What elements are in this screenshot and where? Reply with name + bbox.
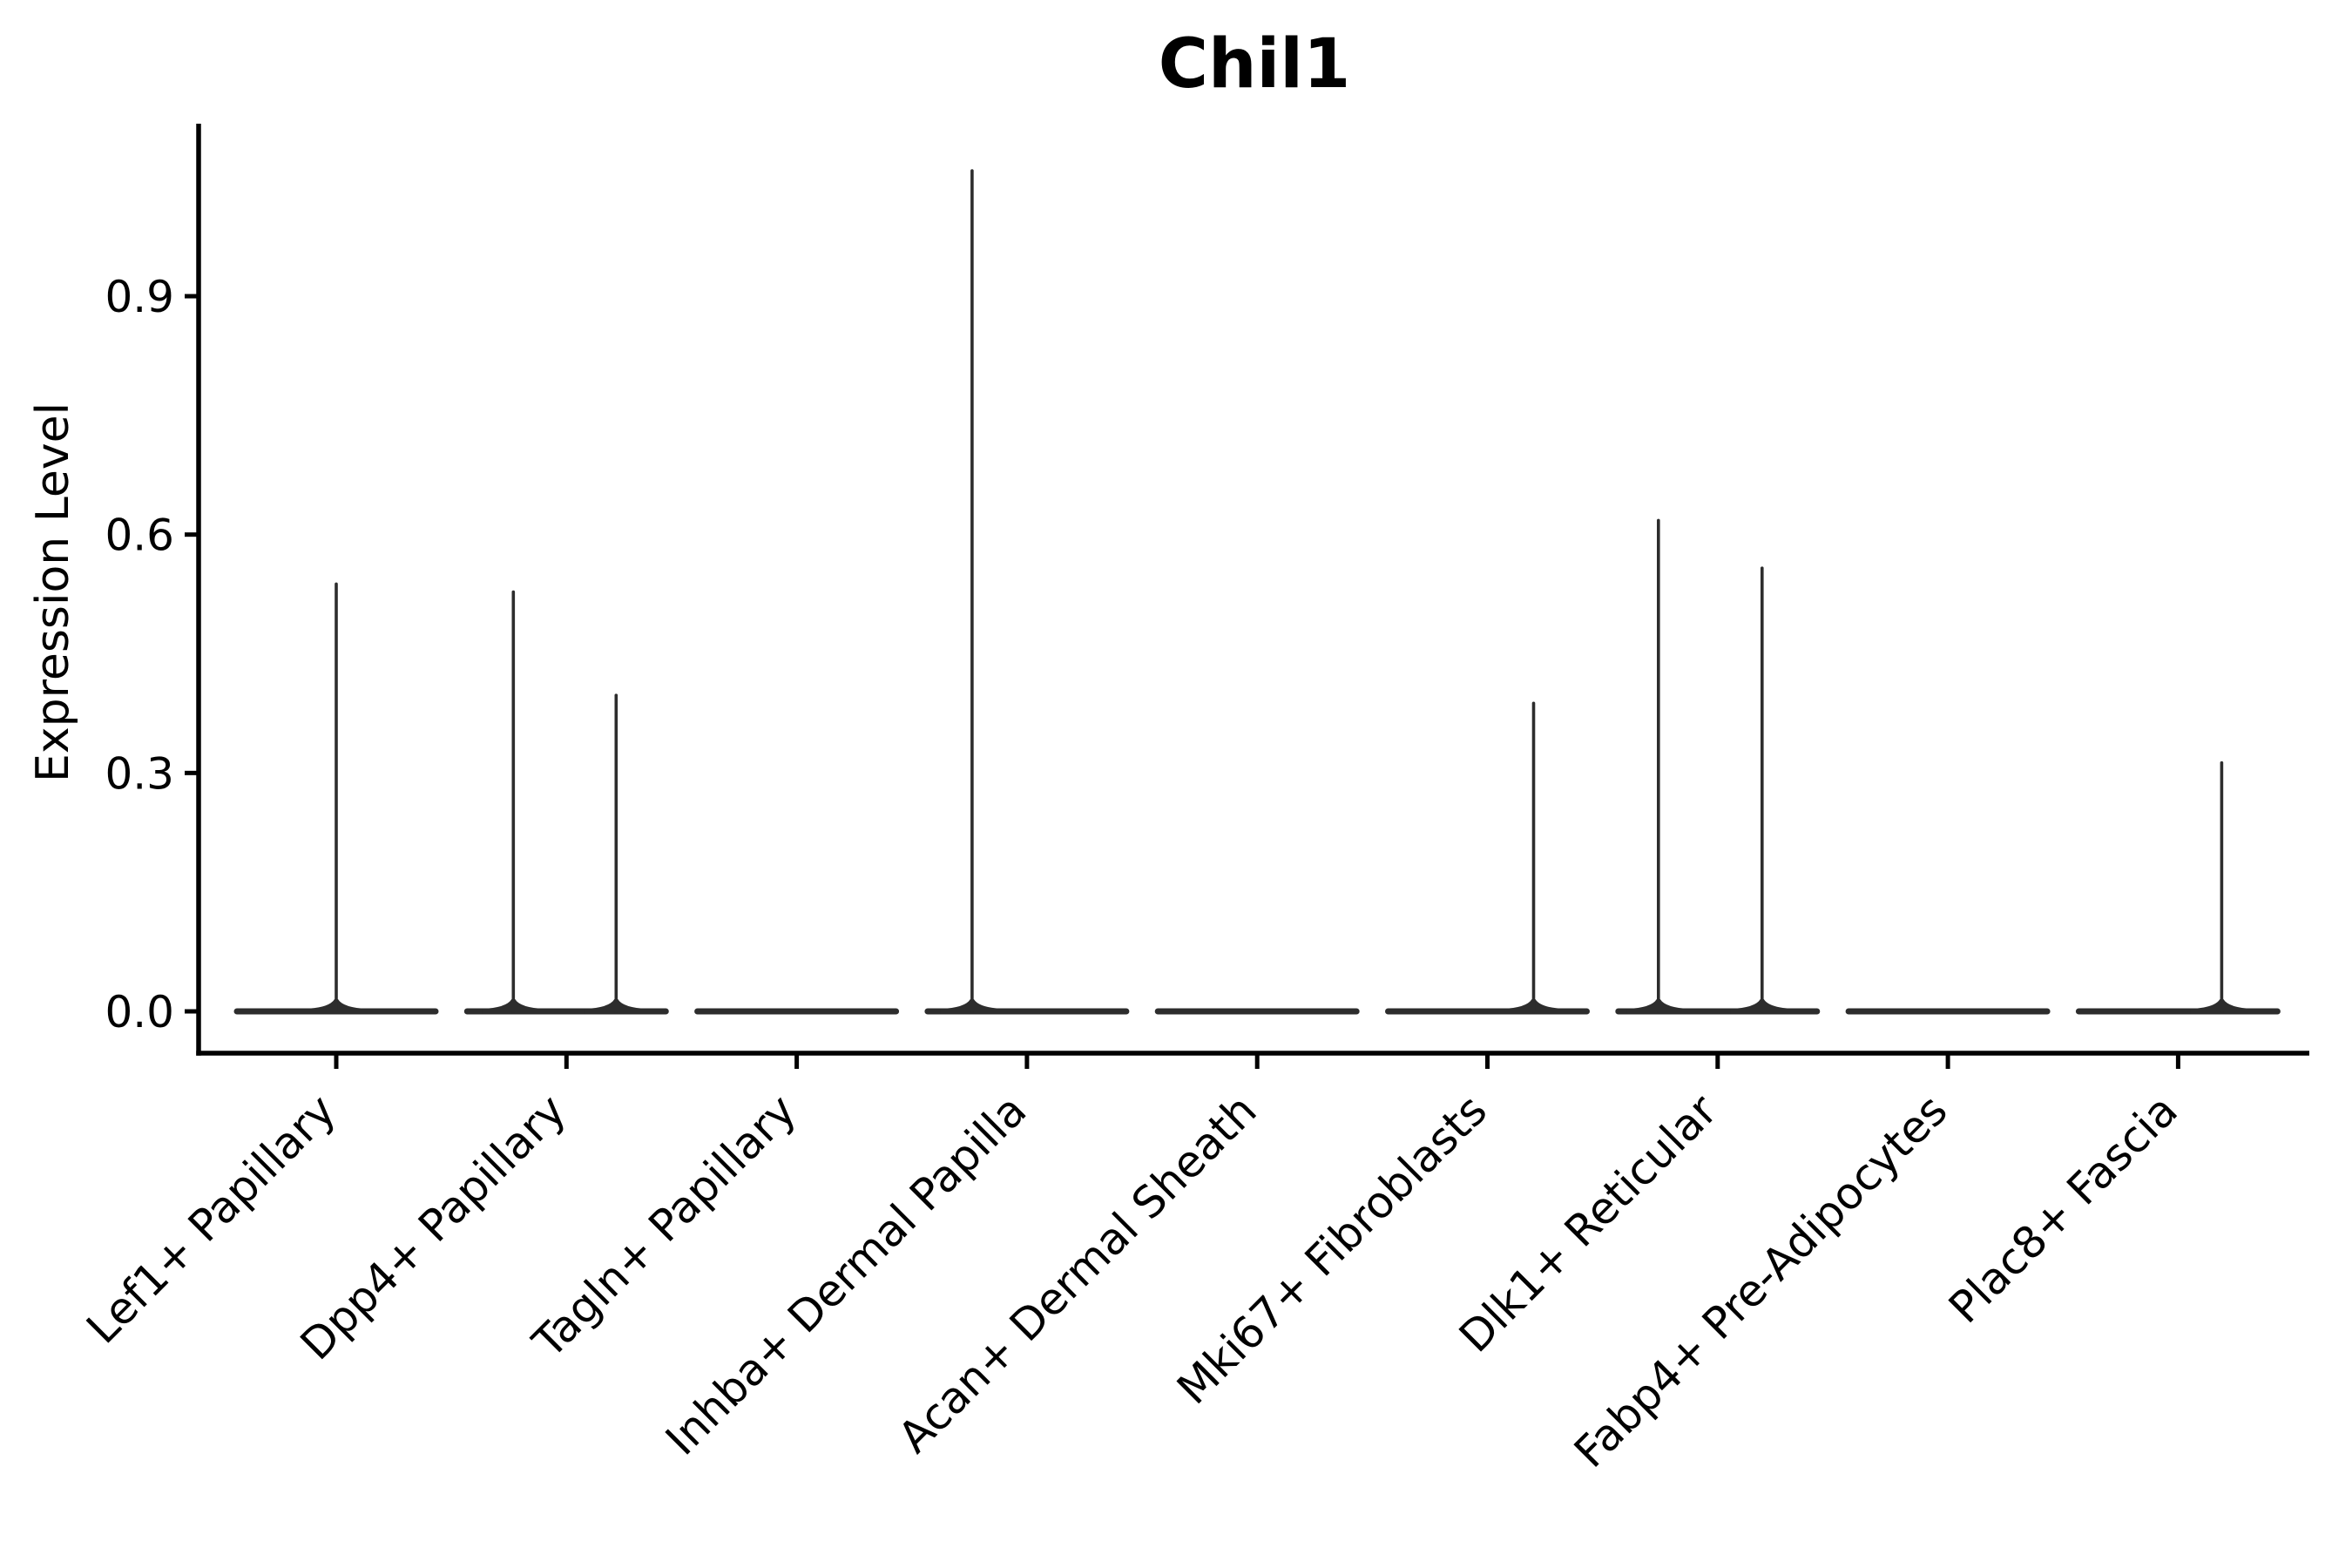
violin [1385,701,1590,1015]
axes [196,124,2309,1056]
y-axis-label: Expression Level [27,402,79,782]
violin [924,169,1130,1015]
y-axis-ticks: 0.0 0.3 0.6 0.9 [105,272,199,1037]
violin [463,590,669,1015]
x-tick-label: Plac8+ Fascia [1939,1085,2187,1333]
violin [233,582,439,1015]
y-tick-label: 0.3 [105,748,174,799]
y-tick-label: 0.0 [105,987,174,1037]
violins [233,169,2281,1015]
violin [1615,518,1821,1015]
x-tick-label: Fabp4+ Pre-Adipocytes [1565,1085,1957,1477]
x-tick-label: Lef1+ Papillary [77,1085,345,1353]
violin [2075,760,2281,1015]
plot-title: Chil1 [1159,25,1351,104]
y-tick-label: 0.9 [105,272,174,322]
y-tick-label: 0.6 [105,510,174,561]
